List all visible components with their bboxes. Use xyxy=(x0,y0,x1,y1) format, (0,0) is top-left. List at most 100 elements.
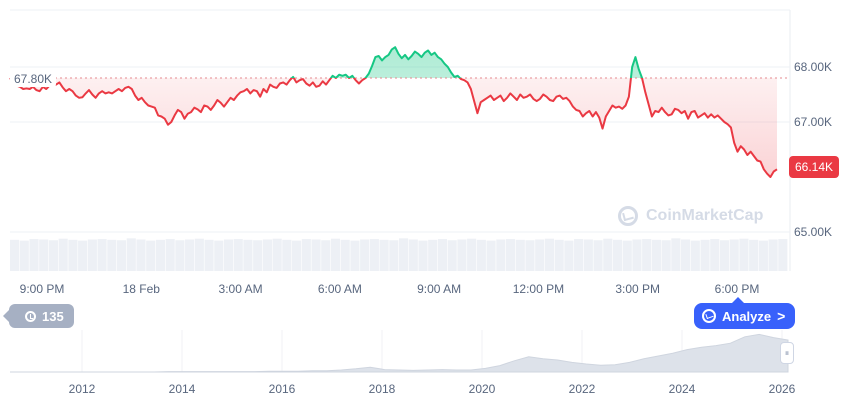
y-tick-label: 65.00K xyxy=(794,225,832,239)
volume-bar xyxy=(136,239,146,271)
volume-bar xyxy=(311,239,321,271)
volume-bar xyxy=(321,240,331,271)
volume-bar xyxy=(496,239,506,271)
volume-bar xyxy=(233,239,243,271)
volume-bar xyxy=(622,240,632,271)
volume-bar xyxy=(408,239,418,271)
volume-bar xyxy=(564,240,574,271)
history-badge[interactable]: 135 xyxy=(3,304,74,328)
navigator-year-label: 2020 xyxy=(469,382,496,396)
volume-bars xyxy=(10,238,788,271)
volume-bar xyxy=(593,240,603,271)
volume-bar xyxy=(612,239,623,271)
analyze-button[interactable]: Analyze > xyxy=(694,297,796,329)
price-line-above xyxy=(10,46,644,78)
x-tick-label: 12:00 PM xyxy=(513,282,564,296)
volume-bar xyxy=(185,239,195,271)
volume-bar xyxy=(214,240,224,271)
volume-bar xyxy=(603,238,613,271)
navigator-year-label: 2022 xyxy=(569,382,596,396)
volume-bar xyxy=(768,239,778,271)
volume-bar xyxy=(369,239,379,271)
volume-bar xyxy=(340,239,350,271)
volume-bar xyxy=(758,240,768,271)
volume-bar xyxy=(681,239,691,271)
volume-bar xyxy=(194,238,204,271)
volume-bar xyxy=(379,239,389,271)
volume-bar xyxy=(428,239,438,271)
analyze-chart-icon xyxy=(702,309,716,323)
volume-bar xyxy=(19,240,29,271)
x-axis: 9:00 PM 18 Feb 3:00 AM 6:00 AM 9:00 AM 12:00 … xyxy=(20,282,760,296)
volume-bar xyxy=(554,239,564,271)
volume-bar xyxy=(505,239,516,271)
volume-bar xyxy=(671,238,681,271)
volume-bar xyxy=(10,239,20,271)
y-tick-label: 67.00K xyxy=(794,115,832,129)
volume-bar xyxy=(710,239,720,271)
volume-bar xyxy=(253,240,263,271)
watermark-text: CoinMarketCap xyxy=(646,207,764,224)
volume-bar xyxy=(292,240,302,271)
y-axis: 68.00K 67.00K 65.00K xyxy=(794,60,832,239)
volume-bar xyxy=(350,240,360,271)
price-lines xyxy=(9,46,778,178)
navigator-year-label: 2026 xyxy=(769,382,796,396)
navigator-year-label: 2014 xyxy=(169,382,196,396)
volume-bar xyxy=(146,240,156,271)
navigator-year-label: 2012 xyxy=(69,382,96,396)
x-tick-label: 6:00 PM xyxy=(715,282,760,296)
volume-bar xyxy=(165,239,175,271)
y-tick-label: 68.00K xyxy=(794,60,832,74)
navigator-chart[interactable]: 2012 2014 2016 2018 2020 2022 2024 2026 xyxy=(10,330,796,396)
volume-bar xyxy=(389,240,399,271)
volume-bar xyxy=(87,239,97,271)
drag-grip-icon: ⏸ xyxy=(784,347,790,358)
analyze-label: Analyze xyxy=(722,308,772,324)
volume-bar xyxy=(486,240,496,271)
volume-bar xyxy=(58,238,68,271)
volume-bar xyxy=(583,239,593,271)
chevron-right-icon: > xyxy=(777,308,786,324)
volume-bar xyxy=(39,239,49,271)
price-area-fills xyxy=(10,47,777,177)
volume-bar xyxy=(243,239,253,271)
volume-bar xyxy=(301,239,311,271)
volume-bar xyxy=(437,239,448,271)
volume-bar xyxy=(97,239,107,271)
volume-bar xyxy=(515,239,525,271)
volume-bar xyxy=(476,239,486,271)
volume-bar xyxy=(457,239,467,271)
volume-bar xyxy=(175,240,185,271)
x-tick-label: 3:00 AM xyxy=(219,282,263,296)
navigator-handle[interactable]: ⏸ xyxy=(780,342,794,364)
x-tick-label: 9:00 PM xyxy=(20,282,65,296)
navigator-year-label: 2018 xyxy=(369,382,396,396)
volume-bar xyxy=(262,239,272,271)
volume-bar xyxy=(719,240,730,271)
navigator-year-label: 2024 xyxy=(669,382,696,396)
volume-bar xyxy=(778,239,788,271)
navigator-year-label: 2016 xyxy=(269,382,296,396)
price-area-below xyxy=(10,78,777,177)
volume-bar xyxy=(223,239,234,271)
volume-bar xyxy=(574,239,584,271)
volume-bar xyxy=(661,240,671,271)
x-tick-label: 3:00 PM xyxy=(615,282,660,296)
coinmarketcap-watermark: CoinMarketCap xyxy=(618,206,763,226)
volume-bar xyxy=(729,239,739,271)
volume-bar xyxy=(525,240,535,271)
volume-bar xyxy=(360,239,370,271)
price-line-below xyxy=(9,78,778,178)
history-count: 135 xyxy=(42,308,64,324)
volume-bar xyxy=(690,240,700,271)
volume-bar xyxy=(107,239,117,271)
volume-bar xyxy=(204,239,214,271)
volume-bar xyxy=(749,239,759,271)
volume-bar xyxy=(544,238,554,271)
volume-bar xyxy=(116,240,127,271)
volume-bar xyxy=(29,239,39,271)
volume-bar xyxy=(642,239,652,271)
volume-bar xyxy=(48,240,59,271)
